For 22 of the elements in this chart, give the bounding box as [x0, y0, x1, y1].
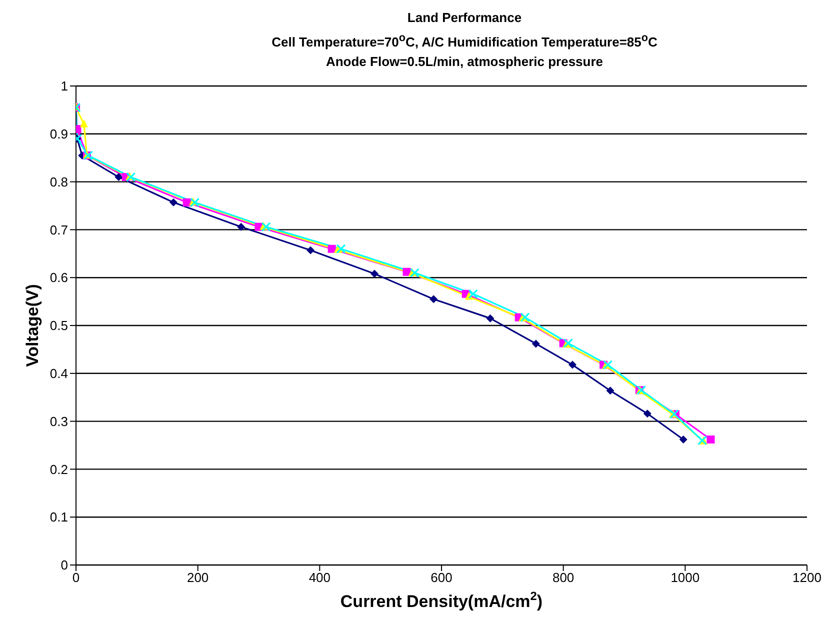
y-axis-title: Voltage(V): [23, 284, 42, 368]
x-tick-label: 1000: [670, 570, 700, 586]
x-tick-label: 200: [186, 570, 209, 586]
x-tick-label: 600: [430, 570, 452, 586]
y-tick-label: 0.9: [50, 126, 68, 142]
y-tick-label: 0.5: [50, 318, 68, 334]
x-tick-label: 800: [552, 570, 574, 586]
x-tick-label: 0: [72, 570, 80, 586]
y-tick-label: 1: [60, 78, 68, 94]
y-tick-label: 0.7: [50, 222, 68, 238]
y-tick-label: 0.2: [50, 462, 68, 478]
x-tick-label: 1200: [792, 570, 822, 586]
y-tick-label: 0.3: [50, 414, 68, 430]
x-axis-title: Current Density(mA/cm$^{2}$): [340, 589, 543, 612]
chart-title: Land Performance: [406, 9, 523, 27]
y-tick-label: 0.6: [50, 270, 68, 286]
y-tick-label: 0.1: [50, 510, 68, 526]
x-tick-label: 400: [308, 570, 331, 586]
text: Cell Temperature=70$^{o}$C, A/C Humidification Temperature=85$^{o}$C Anode Flow=0.5L/min, atmospheric pressure: [272, 32, 658, 70]
y-tick-label: 0.8: [50, 174, 68, 190]
y-tick-label: 0.4: [50, 366, 68, 382]
y-tick-label: 0: [60, 558, 68, 573]
